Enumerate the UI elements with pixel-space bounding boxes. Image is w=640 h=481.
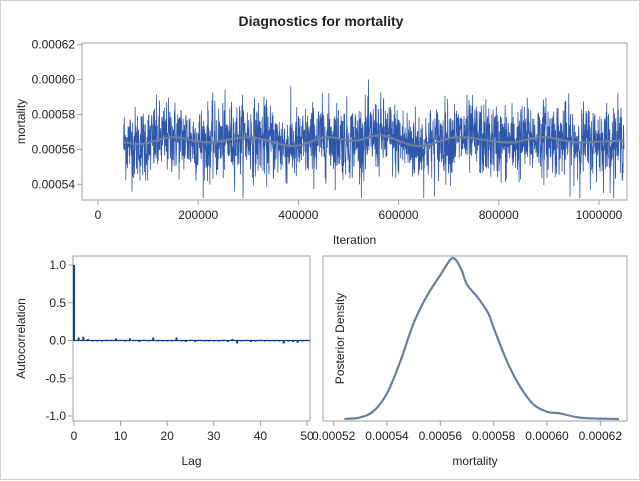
smoothed-trace-line <box>123 134 624 148</box>
autocorrelation-bar <box>128 338 131 341</box>
autocorrelation-bar <box>180 340 183 342</box>
autocorrelation-bar <box>114 338 117 341</box>
autocorrelation-bar <box>170 340 173 342</box>
autocorrelation-bar <box>119 339 122 341</box>
autocorrelation-bar <box>133 339 136 341</box>
y-axis-label: mortality <box>14 99 28 144</box>
autocorrelation-bar <box>301 340 304 342</box>
autocorrelation-bar <box>217 340 220 342</box>
x-tick-label: 0 <box>95 208 102 222</box>
chart-title: Diagnostics for mortality <box>239 13 404 29</box>
autocorrelation-bar <box>264 340 267 342</box>
trace-plot: 0 200000 400000 600000 800000 1000000 0.00054 0… <box>14 38 628 247</box>
autocorrelation-bar <box>231 338 234 341</box>
y-tick-label: 0.00056 <box>32 142 76 156</box>
x-tick-label: 50 <box>300 429 314 443</box>
autocorrelation-bar <box>208 340 211 342</box>
x-tick-label: 10 <box>114 429 128 443</box>
autocorrelation-bar <box>189 339 192 341</box>
trace-series <box>123 79 625 199</box>
x-tick-label: 200000 <box>178 208 218 222</box>
autocorrelation-bar <box>222 339 225 341</box>
autocorrelation-bar <box>236 340 239 344</box>
x-tick-label: 1000000 <box>576 208 623 222</box>
density-curve <box>344 256 620 421</box>
y-axis-label: Autocorrelation <box>14 298 28 379</box>
autocorrelation-bar <box>194 340 197 343</box>
autocorrelation-bar <box>152 337 155 341</box>
x-tick-label: 400000 <box>278 208 318 222</box>
autocorrelation-bar <box>212 340 215 342</box>
x-tick-label: 0 <box>71 429 78 443</box>
x-tick-label: 0.00054 <box>365 429 409 443</box>
autocorrelation-bar <box>292 340 295 343</box>
autocorrelation-bar <box>306 339 308 341</box>
autocorrelation-bar <box>138 340 141 343</box>
y-tick-label: 0.5 <box>49 296 66 310</box>
autocorrelation-bar <box>82 336 85 341</box>
autocorrelation-bar <box>254 340 257 342</box>
autocorrelation-bar <box>287 340 290 342</box>
plot-frame <box>81 42 628 201</box>
autocorrelation-plot: 0 10 20 30 40 50 -1.0 -0.5 0.0 0.5 1.0 Lag Autocorre… <box>14 255 314 468</box>
x-tick-label: 600000 <box>379 208 419 222</box>
x-tick-label: 0.00060 <box>525 429 569 443</box>
autocorrelation-bar <box>273 340 276 342</box>
autocorrelation-bar <box>147 340 150 342</box>
autocorrelation-bar <box>278 340 281 342</box>
density-plot: 0.00052 0.00054 0.00056 0.00058 0.00060 0.000… <box>312 255 628 468</box>
y-tick-label: 0.0 <box>49 334 66 348</box>
x-tick-label: 0.00062 <box>579 429 623 443</box>
plot-frame <box>72 255 311 422</box>
x-tick-label: 0.00052 <box>312 429 356 443</box>
y-tick-label: 0.00060 <box>32 73 76 87</box>
autocorrelation-bar <box>203 340 206 342</box>
autocorrelation-bar <box>296 340 299 343</box>
autocorrelation-bar <box>156 340 159 342</box>
autocorrelation-bar <box>142 339 145 341</box>
autocorrelation-bar <box>161 340 164 342</box>
autocorrelation-bar <box>77 337 80 341</box>
y-tick-label: 0.00054 <box>32 177 76 191</box>
y-tick-label: 0.00058 <box>32 108 76 122</box>
y-tick-label: -1.0 <box>45 409 66 423</box>
autocorrelation-bar <box>166 340 169 342</box>
x-tick-label: 40 <box>254 429 268 443</box>
autocorrelation-bar <box>282 340 285 344</box>
autocorrelation-bar <box>175 337 178 341</box>
autocorrelation-bar <box>198 339 201 341</box>
x-tick-label: 0.00056 <box>419 429 463 443</box>
x-tick-label: 0.00058 <box>472 429 516 443</box>
plot-frame <box>322 255 628 422</box>
y-tick-label: 1.0 <box>49 258 66 272</box>
x-axis-label: Iteration <box>333 233 376 247</box>
x-axis-label: mortality <box>452 454 497 468</box>
autocorrelation-bar <box>226 340 229 343</box>
autocorrelation-bar <box>250 340 253 343</box>
autocorrelation-bar <box>124 340 127 342</box>
y-axis-label: Posterior Density <box>333 293 347 384</box>
autocorrelation-bar <box>110 339 113 341</box>
x-axis-label: Lag <box>181 454 201 468</box>
autocorrelation-bar <box>100 340 103 342</box>
autocorrelation-bar <box>91 340 94 342</box>
x-tick-label: 800000 <box>479 208 519 222</box>
x-tick-label: 20 <box>161 429 175 443</box>
y-tick-label: -0.5 <box>45 371 66 385</box>
x-tick-label: 30 <box>207 429 221 443</box>
autocorrelation-bar <box>105 339 108 341</box>
autocorrelation-bar <box>184 340 187 343</box>
autocorrelation-bar <box>240 340 243 342</box>
autocorrelation-bar <box>259 339 262 341</box>
autocorrelation-bar <box>245 339 248 341</box>
autocorrelation-bar <box>73 265 75 341</box>
autocorrelation-bar <box>268 340 271 342</box>
autocorrelation-bar <box>96 340 99 342</box>
y-tick-label: 0.00062 <box>32 38 76 52</box>
autocorrelation-bar <box>86 338 89 341</box>
